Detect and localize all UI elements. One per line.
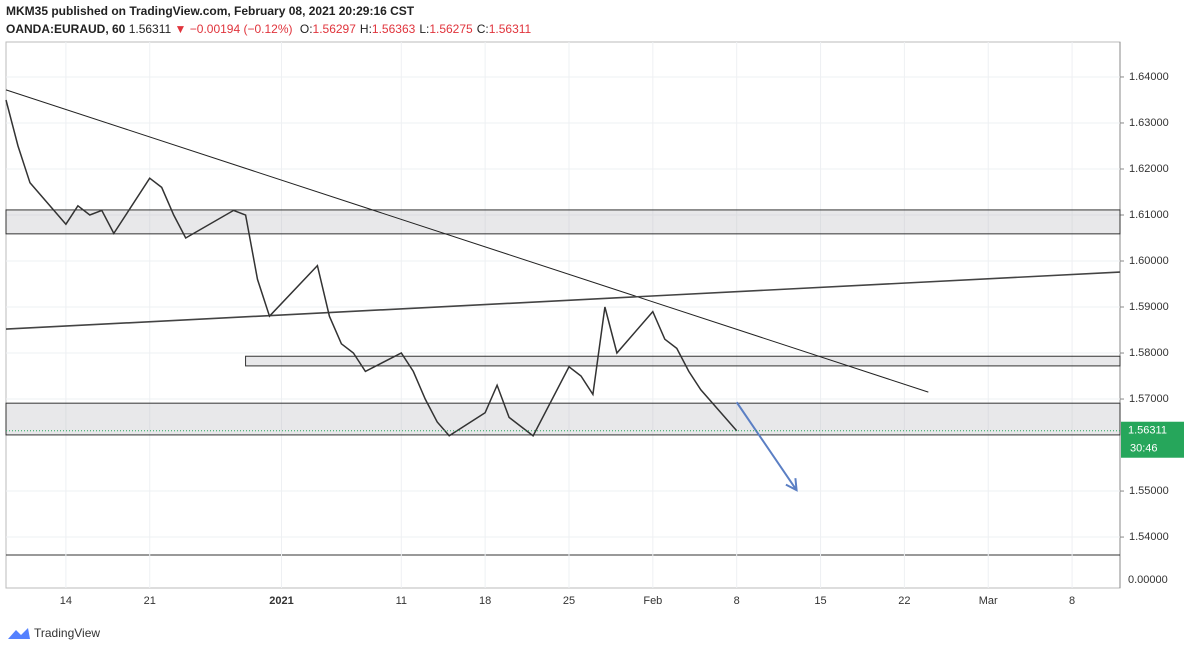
published-line: MKM35 published on TradingView.com, Febr… <box>6 4 415 18</box>
last: 1.56311 <box>128 22 172 36</box>
ohlc-value: 1.56311 <box>488 22 532 36</box>
x-tick-label: 2021 <box>269 595 293 607</box>
symbol-line: OANDA:EURAUD, 60 1.56311 ▼ −0.00194 (−0.… <box>6 22 531 36</box>
x-tick-label: Feb <box>643 595 662 607</box>
y-tick-label: 1.64000 <box>1129 71 1169 83</box>
ohlc-label: O: <box>299 22 313 36</box>
x-tick-label: 18 <box>479 595 491 607</box>
zone <box>5 209 1121 235</box>
trend-line <box>5 89 929 393</box>
x-tick-label: Mar <box>979 595 998 607</box>
ohlc-label: C: <box>476 22 489 36</box>
y-tick-label: 1.55000 <box>1129 485 1169 497</box>
x-tick-label: 21 <box>144 595 156 607</box>
last-price-label: 1.56311 <box>1128 425 1167 437</box>
logo <box>8 628 30 639</box>
y-tick-label: 1.57000 <box>1129 393 1169 405</box>
ohlc-value: 1.56297 <box>312 22 356 36</box>
zone <box>5 402 1121 436</box>
arrow <box>735 401 798 492</box>
x-tick-label: 8 <box>1069 595 1075 607</box>
x-tick-label: 25 <box>563 595 575 607</box>
x-tick-label: 22 <box>898 595 910 607</box>
lower-pane-tick: 0.00000 <box>1128 574 1168 586</box>
arrow: ▼ <box>174 22 187 36</box>
countdown: 30:46 <box>1130 443 1158 455</box>
change: −0.00194 (−0.12%) <box>189 22 293 36</box>
zone <box>245 355 1121 367</box>
y-tick-label: 1.59000 <box>1129 301 1169 313</box>
x-tick-label: 15 <box>814 595 826 607</box>
symbol: OANDA:EURAUD, 60 <box>6 22 126 36</box>
trend-line <box>5 271 1121 330</box>
y-tick-label: 1.58000 <box>1129 347 1169 359</box>
x-tick-label: 14 <box>60 595 72 607</box>
y-tick-label: 1.62000 <box>1129 163 1169 175</box>
price-line <box>5 99 738 437</box>
y-tick-label: 1.60000 <box>1129 255 1169 267</box>
footer-brand: TradingView <box>34 626 100 640</box>
last-price-box <box>1121 421 1184 458</box>
y-tick-label: 1.61000 <box>1129 209 1169 221</box>
x-tick-label: 8 <box>734 595 740 607</box>
y-tick-label: 1.63000 <box>1129 117 1169 129</box>
ohlc-value: 1.56275 <box>429 22 473 36</box>
ohlc-value: 1.56363 <box>371 22 416 36</box>
ohlc-label: L: <box>419 22 430 36</box>
y-tick-label: 1.54000 <box>1129 531 1169 543</box>
x-tick-label: 11 <box>396 595 407 607</box>
plot-frame <box>5 41 1121 589</box>
ohlc-label: H: <box>359 22 372 36</box>
